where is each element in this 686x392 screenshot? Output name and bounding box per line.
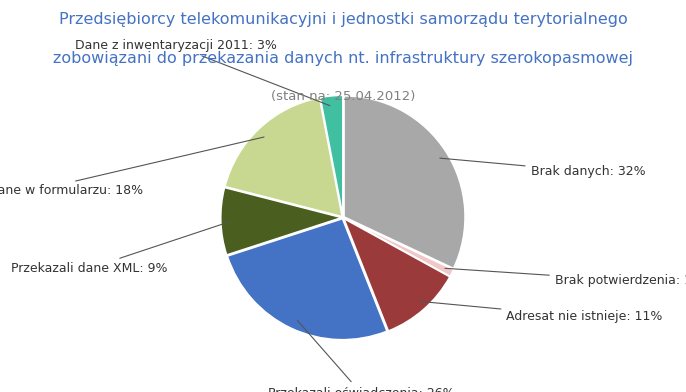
Wedge shape (221, 187, 342, 255)
Text: Przedsiębiorcy telekomunikacyjni i jednostki samorządu terytorialnego: Przedsiębiorcy telekomunikacyjni i jedno… (58, 12, 628, 27)
Wedge shape (225, 98, 342, 217)
Wedge shape (227, 219, 387, 340)
Text: Przekazali oświadczenia: 26%: Przekazali oświadczenia: 26% (268, 320, 454, 392)
Text: Dane z inwentaryzacji 2011: 3%: Dane z inwentaryzacji 2011: 3% (75, 39, 330, 106)
Text: Przekazali dane XML: 9%: Przekazali dane XML: 9% (11, 222, 229, 275)
Wedge shape (320, 95, 343, 216)
Text: Adresat nie istnieje: 11%: Adresat nie istnieje: 11% (419, 301, 663, 323)
Wedge shape (344, 218, 450, 331)
Text: (stan na: 25.04.2012): (stan na: 25.04.2012) (271, 90, 415, 103)
Wedge shape (344, 218, 453, 276)
Text: Brak potwierdzenia: 1%: Brak potwierdzenia: 1% (445, 268, 686, 287)
Text: Przekazali dane w formularzu: 18%: Przekazali dane w formularzu: 18% (0, 137, 264, 198)
Text: zobowiązani do przekazania danych nt. infrastruktury szerokopasmowej: zobowiązani do przekazania danych nt. in… (53, 51, 633, 66)
Wedge shape (344, 96, 465, 269)
Text: Brak danych: 32%: Brak danych: 32% (440, 158, 646, 178)
